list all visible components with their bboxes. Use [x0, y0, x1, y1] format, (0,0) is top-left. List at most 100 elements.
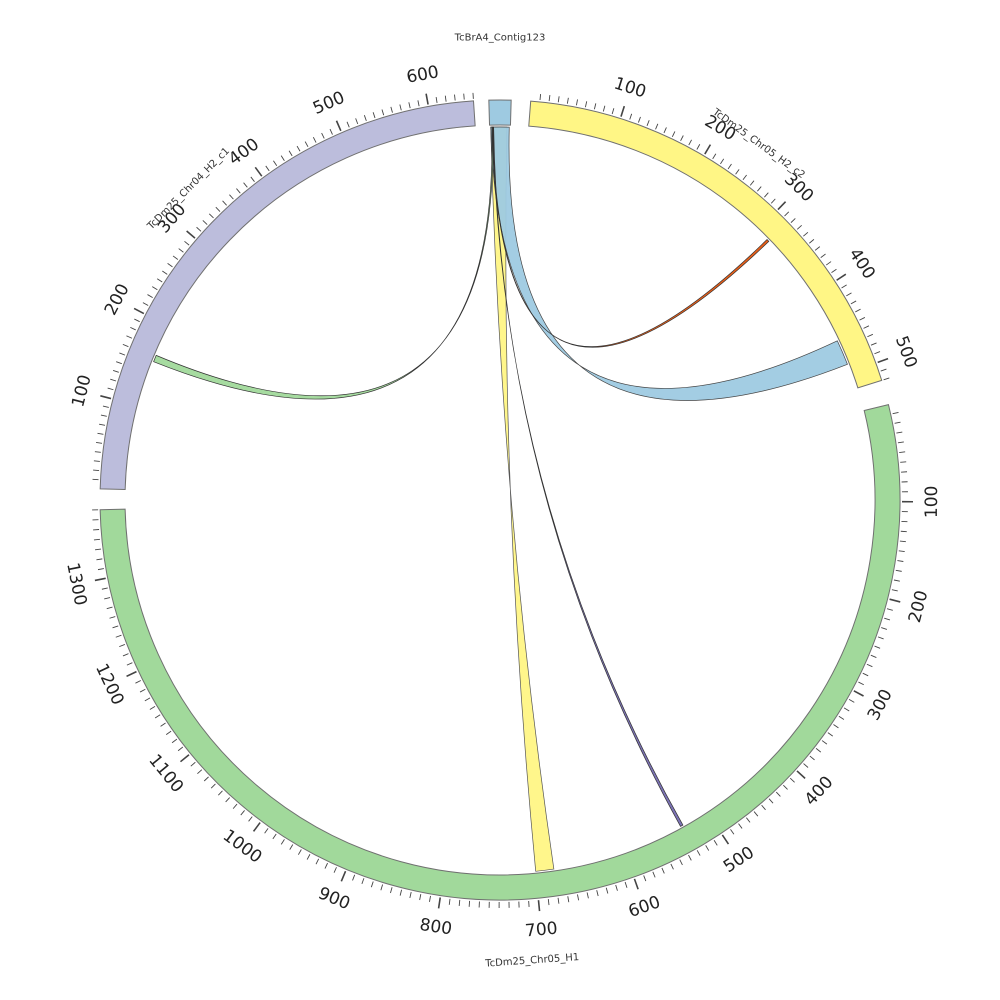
minor-tick — [101, 587, 108, 590]
minor-tick — [891, 589, 898, 592]
minor-tick — [297, 849, 302, 855]
minor-tick — [566, 97, 569, 104]
minor-tick — [122, 653, 129, 657]
minor-tick — [184, 240, 190, 246]
minor-tick — [93, 538, 100, 541]
minor-tick — [352, 874, 356, 881]
major-tick — [620, 105, 626, 117]
minor-tick — [539, 93, 542, 101]
minor-tick — [629, 113, 633, 120]
minor-tick — [202, 220, 208, 225]
minor-tick — [637, 116, 641, 123]
minor-tick — [177, 746, 184, 752]
minor-tick — [602, 105, 606, 112]
major-tick — [335, 120, 342, 132]
major-tick — [796, 770, 806, 779]
minor-tick — [900, 461, 907, 463]
minor-tick — [615, 884, 618, 891]
tick-label: 200 — [101, 281, 134, 319]
minor-tick — [790, 218, 796, 223]
links-layer — [153, 126, 848, 872]
minor-tick — [172, 255, 179, 260]
minor-tick — [458, 899, 461, 906]
major-tick — [877, 357, 889, 364]
minor-tick — [863, 325, 870, 329]
minor-tick — [178, 248, 184, 253]
minor-tick — [333, 867, 337, 873]
minor-tick — [126, 662, 133, 666]
minor-tick — [584, 101, 588, 108]
minor-tick — [381, 109, 385, 116]
link-contig-chr05h1-0 — [490, 126, 555, 872]
minor-tick — [190, 761, 196, 767]
minor-tick — [203, 776, 209, 782]
minor-tick — [315, 858, 320, 865]
minor-tick — [548, 95, 551, 102]
minor-tick — [399, 889, 403, 896]
minor-tick — [789, 777, 795, 783]
minor-tick — [272, 833, 277, 840]
minor-tick — [196, 226, 202, 232]
link-contig-chr05h1-4 — [492, 126, 684, 827]
minor-tick — [877, 636, 884, 640]
minor-tick — [577, 894, 580, 901]
major-tick — [721, 834, 730, 845]
minor-tick — [738, 823, 743, 829]
segments-layer — [99, 99, 901, 901]
minor-tick — [770, 198, 776, 204]
segment-chr05h2 — [528, 100, 883, 389]
major-tick — [126, 670, 137, 678]
minor-tick — [652, 871, 656, 878]
minor-tick — [147, 294, 153, 298]
tick-label: 200 — [905, 588, 932, 624]
minor-tick — [827, 732, 834, 737]
minor-tick — [893, 579, 900, 582]
minor-tick — [225, 797, 231, 803]
minor-tick — [880, 368, 887, 372]
minor-tick — [859, 317, 866, 321]
minor-tick — [855, 308, 861, 313]
minor-tick — [783, 784, 788, 790]
minor-tick — [102, 405, 109, 408]
minor-tick — [713, 840, 718, 846]
major-tick — [94, 577, 106, 582]
minor-tick — [454, 94, 456, 101]
minor-tick — [775, 791, 781, 797]
minor-tick — [96, 558, 103, 561]
minor-tick — [119, 644, 126, 648]
minor-tick — [899, 540, 906, 543]
minor-tick — [809, 755, 815, 761]
minor-tick — [557, 96, 560, 103]
tick-label: 800 — [418, 915, 453, 940]
minor-tick — [429, 895, 431, 902]
major-tick — [836, 273, 847, 281]
minor-tick — [596, 890, 599, 897]
minor-tick — [273, 160, 278, 166]
major-tick — [133, 307, 145, 315]
minor-tick — [109, 616, 116, 619]
minor-tick — [463, 93, 465, 100]
sequence-name-chr05h1: TcDm25_Chr05_H1 — [484, 952, 580, 970]
minor-tick — [107, 387, 114, 391]
minor-tick — [858, 681, 864, 686]
minor-tick — [324, 862, 328, 869]
minor-tick — [749, 180, 755, 186]
minor-tick — [321, 132, 325, 139]
link-contig-chr05h2-3 — [491, 126, 770, 348]
minor-tick — [408, 102, 411, 109]
tick-label: 1000 — [219, 826, 266, 868]
minor-tick — [730, 829, 735, 835]
minor-tick — [236, 188, 241, 194]
minor-tick — [820, 253, 826, 259]
minor-tick — [883, 377, 890, 381]
minor-tick — [346, 121, 350, 128]
minor-tick — [116, 361, 122, 365]
ticks-layer — [92, 92, 914, 912]
minor-tick — [135, 680, 142, 684]
major-tick — [254, 166, 263, 177]
minor-tick — [624, 881, 628, 888]
minor-tick — [197, 769, 203, 775]
minor-tick — [866, 663, 873, 668]
minor-tick — [329, 128, 333, 135]
tick-label: 400 — [844, 245, 878, 283]
